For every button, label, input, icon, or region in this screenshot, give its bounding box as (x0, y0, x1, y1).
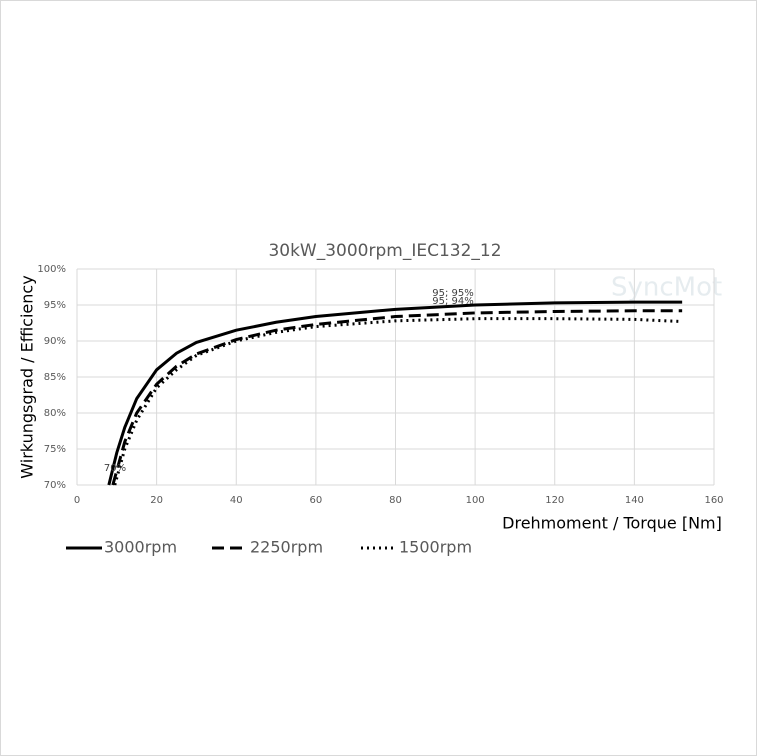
y-tick-label: 85% (44, 372, 66, 383)
line-series (111, 309, 683, 486)
x-tick-label: 20 (150, 495, 163, 506)
y-axis-title: Wirkungsgrad / Efficiency (18, 275, 37, 478)
x-tick-label: 140 (625, 495, 644, 506)
watermark: SyncMot (611, 273, 722, 303)
y-tick-label: 90% (44, 336, 66, 347)
x-tick-label: 120 (545, 495, 564, 506)
chart-title: 30kW_3000rpm_IEC132_12 (268, 241, 501, 261)
x-tick-label: 100 (466, 495, 485, 506)
y-tick-label: 75% (44, 444, 66, 455)
legend-label: 2250rpm (250, 538, 323, 557)
line-series (113, 317, 683, 486)
x-tick-label: 40 (230, 495, 243, 506)
y-tick-label: 100% (37, 264, 66, 275)
y-tick-label: 70% (44, 480, 66, 491)
annotation: 70% (104, 463, 126, 474)
annotation: 95; 94% (432, 296, 474, 307)
legend-label: 1500rpm (399, 538, 472, 557)
annotation: 95; 95% (432, 288, 474, 299)
x-tick-label: 80 (389, 495, 402, 506)
x-axis-title: Drehmoment / Torque [Nm] (502, 514, 722, 533)
legend-label: 3000rpm (104, 538, 177, 557)
x-tick-label: 0 (74, 495, 80, 506)
y-tick-label: 95% (44, 300, 66, 311)
line-series (107, 300, 683, 486)
y-tick-label: 80% (44, 408, 66, 419)
x-tick-label: 60 (310, 495, 323, 506)
x-tick-label: 160 (704, 495, 723, 506)
